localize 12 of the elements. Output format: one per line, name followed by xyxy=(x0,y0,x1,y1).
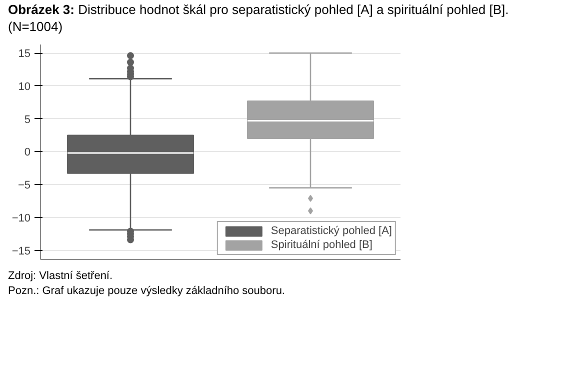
y-tick-label: 5 xyxy=(24,114,31,126)
chart-title: Obrázek 3: Distribuce hodnot škál pro separatistický pohled [A] a spirituální pohled [B]. (N=1004) xyxy=(8,2,509,34)
legend-label: Spirituální pohled [B] xyxy=(270,238,372,251)
y-tick-label: 10 xyxy=(18,80,31,93)
y-tick-label: −5 xyxy=(18,179,31,192)
y-tick-label: −15 xyxy=(12,245,31,258)
y-tick-label: 0 xyxy=(24,146,31,158)
text: Pozn.: Graf ukazuje pouze výsledky základního souboru. xyxy=(8,284,285,300)
text: Zdroj: Vlastní šetření. xyxy=(8,268,113,284)
y-tick-label: 15 xyxy=(18,48,31,60)
legend-label: Separatistický pohled [A] xyxy=(270,224,392,237)
y-tick-label: −10 xyxy=(12,212,31,224)
